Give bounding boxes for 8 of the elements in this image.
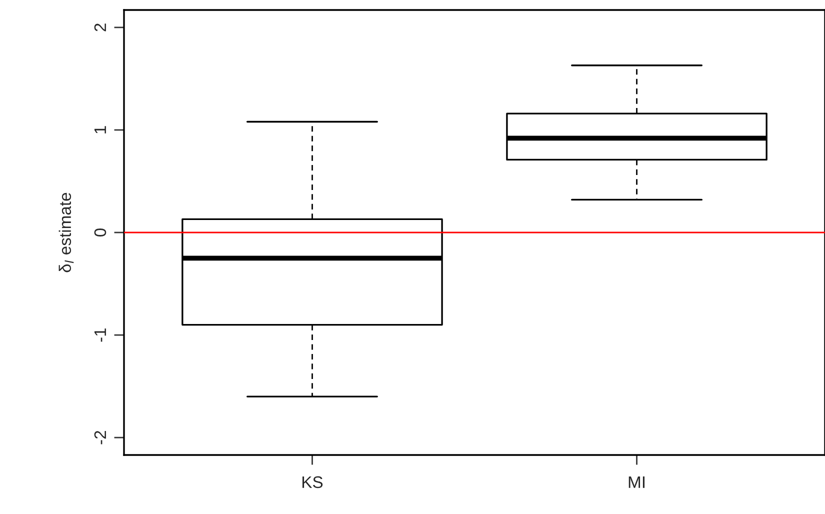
x-tick-label: KS <box>302 476 323 488</box>
y-tick-label: 1 <box>94 126 106 134</box>
y-axis-title: δ$_{l}$ estimate <box>58 192 74 272</box>
y-tick-label: 0 <box>94 228 106 236</box>
y-tick-label: -1 <box>94 328 106 342</box>
y-tick-label: 2 <box>94 24 106 32</box>
y-tick-label: -2 <box>94 430 106 444</box>
x-tick-label: MI <box>628 476 644 488</box>
